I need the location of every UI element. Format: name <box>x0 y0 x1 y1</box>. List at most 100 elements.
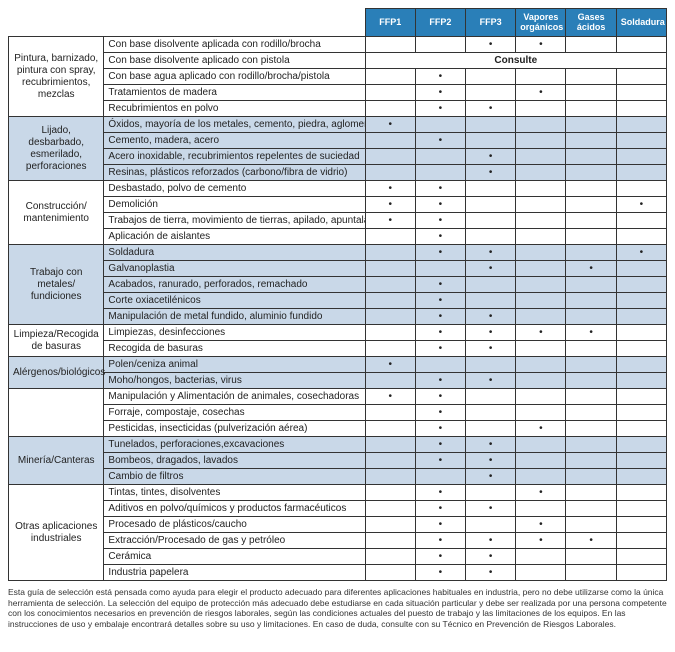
mark-cell <box>516 277 566 293</box>
table-row: Aplicación de aislantes• <box>9 229 667 245</box>
category-cell: Pintura, barnizado, pintura con spray, r… <box>9 37 104 117</box>
mark-cell: • <box>415 485 465 501</box>
col-header-ffp3: FFP3 <box>466 9 516 37</box>
table-row: Cerámica•• <box>9 549 667 565</box>
mark-cell <box>516 309 566 325</box>
activity-cell: Con base disolvente aplicada con rodillo… <box>104 37 365 53</box>
mark-cell: • <box>415 69 465 85</box>
mark-cell <box>516 469 566 485</box>
mark-cell: • <box>616 245 666 261</box>
mark-cell <box>466 405 516 421</box>
mark-cell <box>516 165 566 181</box>
mark-cell: • <box>365 181 415 197</box>
table-row: Trabajo con metales/ fundicionesSoldadur… <box>9 245 667 261</box>
mark-cell: • <box>566 325 616 341</box>
table-row: Cemento, madera, acero • <box>9 133 667 149</box>
activity-cell: Con base agua aplicado con rodillo/broch… <box>104 69 365 85</box>
table-row: Extracción/Procesado de gas y petróleo••… <box>9 533 667 549</box>
category-cell: Minería/Canteras <box>9 437 104 485</box>
mark-cell <box>616 373 666 389</box>
table-row: Recogida de basuras•• <box>9 341 667 357</box>
mark-cell: • <box>516 325 566 341</box>
mark-cell: • <box>466 373 516 389</box>
table-row: Alérgenos/biológicosPolen/ceniza animal• <box>9 357 667 373</box>
mark-cell: • <box>365 117 415 133</box>
mark-cell <box>415 149 465 165</box>
activity-cell: Manipulación y Alimentación de animales,… <box>104 389 365 405</box>
mark-cell <box>616 533 666 549</box>
mark-cell: • <box>415 501 465 517</box>
mark-cell <box>616 229 666 245</box>
mark-cell <box>566 85 616 101</box>
activity-cell: Resinas, plásticos reforzados (carbono/f… <box>104 165 365 181</box>
mark-cell <box>415 261 465 277</box>
table-row: Manipulación y Alimentación de animales,… <box>9 389 667 405</box>
category-cell: Alérgenos/biológicos <box>9 357 104 389</box>
mark-cell <box>365 533 415 549</box>
activity-cell: Cemento, madera, acero <box>104 133 365 149</box>
table-row: Galvanoplastia•• <box>9 261 667 277</box>
mark-cell <box>365 469 415 485</box>
mark-cell: • <box>516 85 566 101</box>
mark-cell <box>616 453 666 469</box>
mark-cell <box>365 325 415 341</box>
table-row: Bombeos, dragados, lavados•• <box>9 453 667 469</box>
mark-cell <box>516 149 566 165</box>
mark-cell <box>365 37 415 53</box>
mark-cell: • <box>415 341 465 357</box>
table-row: Acero inoxidable, recubrimientos repelen… <box>9 149 667 165</box>
activity-cell: Trabajos de tierra, movimiento de tierra… <box>104 213 365 229</box>
category-cell <box>9 389 104 437</box>
table-body: Pintura, barnizado, pintura con spray, r… <box>9 37 667 581</box>
mark-cell: • <box>516 421 566 437</box>
activity-cell: Moho/hongos, bacterias, virus <box>104 373 365 389</box>
mark-cell <box>365 485 415 501</box>
mark-cell <box>516 389 566 405</box>
activity-cell: Aditivos en polvo/químicos y productos f… <box>104 501 365 517</box>
mark-cell <box>616 325 666 341</box>
mark-cell: • <box>516 485 566 501</box>
mark-cell: • <box>466 341 516 357</box>
mark-cell <box>616 117 666 133</box>
mark-cell <box>365 565 415 581</box>
mark-cell <box>466 421 516 437</box>
mark-cell: • <box>415 133 465 149</box>
mark-cell: • <box>466 165 516 181</box>
mark-cell <box>616 437 666 453</box>
mark-cell <box>616 165 666 181</box>
mark-cell <box>415 37 465 53</box>
mark-cell <box>616 357 666 373</box>
table-row: Pesticidas, insecticidas (pulverización … <box>9 421 667 437</box>
mark-cell: • <box>365 213 415 229</box>
mark-cell <box>466 181 516 197</box>
mark-cell <box>365 85 415 101</box>
activity-cell: Tintas, tintes, disolventes <box>104 485 365 501</box>
blank-header-cell <box>9 9 366 37</box>
mark-cell <box>516 261 566 277</box>
table-row: Moho/hongos, bacterias, virus•• <box>9 373 667 389</box>
mark-cell: • <box>466 149 516 165</box>
category-cell: Limpieza/Recogida de basuras <box>9 325 104 357</box>
mark-cell <box>616 293 666 309</box>
mark-cell: • <box>466 437 516 453</box>
mark-cell <box>566 229 616 245</box>
mark-cell <box>466 213 516 229</box>
mark-cell <box>516 565 566 581</box>
mark-cell <box>365 101 415 117</box>
mark-cell: • <box>466 533 516 549</box>
mark-cell <box>415 117 465 133</box>
mark-cell <box>566 437 616 453</box>
mark-cell: • <box>616 197 666 213</box>
mark-cell: • <box>466 501 516 517</box>
mark-cell <box>616 37 666 53</box>
mark-cell <box>516 69 566 85</box>
col-header-ffp1: FFP1 <box>365 9 415 37</box>
mark-cell <box>566 245 616 261</box>
mark-cell: • <box>466 469 516 485</box>
mark-cell: • <box>415 533 465 549</box>
mark-cell: • <box>466 565 516 581</box>
mark-cell <box>566 117 616 133</box>
mark-cell <box>365 229 415 245</box>
mark-cell <box>566 293 616 309</box>
mark-cell <box>516 245 566 261</box>
